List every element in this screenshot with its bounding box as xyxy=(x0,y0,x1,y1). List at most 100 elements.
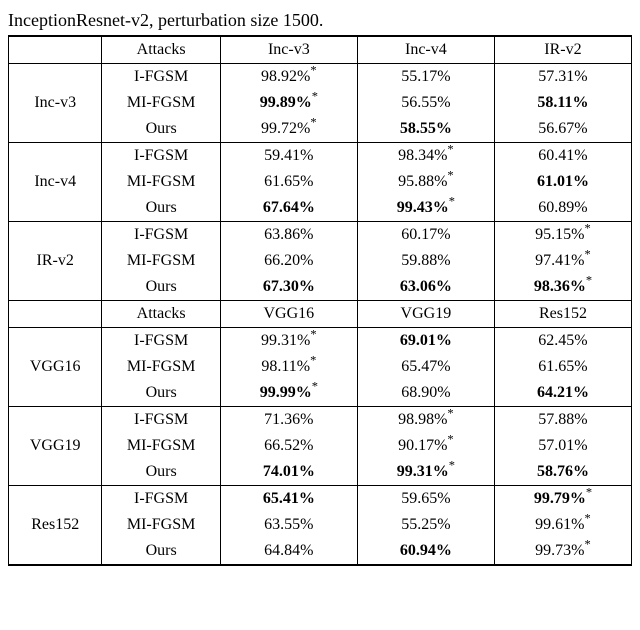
value-cell: 99.89%* xyxy=(220,90,357,116)
value-cell: 71.36% xyxy=(220,407,357,434)
model-label: VGG19 xyxy=(9,407,102,486)
value-cell: 66.52% xyxy=(220,433,357,459)
table-row: Ours67.30%63.06%98.36%* xyxy=(9,274,632,301)
table-row: MI-FGSM99.89%*56.55%58.11% xyxy=(9,90,632,116)
value-cell: 99.99%* xyxy=(220,380,357,407)
table-row: Res152I-FGSM65.41%59.65%99.79%* xyxy=(9,486,632,513)
header-col-1: VGG16 xyxy=(220,301,357,328)
value-cell: 57.01% xyxy=(494,433,631,459)
table-row: Ours99.72%*58.55%56.67% xyxy=(9,116,632,143)
table-row: Inc-v3I-FGSM98.92%*55.17%57.31% xyxy=(9,64,632,91)
value-cell: 63.55% xyxy=(220,512,357,538)
value-cell: 68.90% xyxy=(357,380,494,407)
header-col-2: VGG19 xyxy=(357,301,494,328)
table-row: Inc-v4I-FGSM59.41%98.34%*60.41% xyxy=(9,143,632,170)
table-row: MI-FGSM98.11%*65.47%61.65% xyxy=(9,354,632,380)
value-cell: 67.30% xyxy=(220,274,357,301)
header-col-3: Res152 xyxy=(494,301,631,328)
value-cell: 69.01% xyxy=(357,328,494,355)
value-cell: 55.17% xyxy=(357,64,494,91)
value-cell: 56.55% xyxy=(357,90,494,116)
value-cell: 62.45% xyxy=(494,328,631,355)
attack-label: MI-FGSM xyxy=(102,512,220,538)
attack-label: MI-FGSM xyxy=(102,169,220,195)
value-cell: 99.31%* xyxy=(220,328,357,355)
model-label: Inc-v3 xyxy=(9,64,102,143)
attack-label: Ours xyxy=(102,459,220,486)
value-cell: 74.01% xyxy=(220,459,357,486)
table-row: Ours99.99%*68.90%64.21% xyxy=(9,380,632,407)
value-cell: 65.47% xyxy=(357,354,494,380)
model-label: Res152 xyxy=(9,486,102,566)
value-cell: 59.65% xyxy=(357,486,494,513)
value-cell: 55.25% xyxy=(357,512,494,538)
value-cell: 97.41%* xyxy=(494,248,631,274)
value-cell: 98.11%* xyxy=(220,354,357,380)
table-caption: InceptionResnet-v2, perturbation size 15… xyxy=(8,10,632,31)
attack-label: I-FGSM xyxy=(102,222,220,249)
attack-label: MI-FGSM xyxy=(102,354,220,380)
value-cell: 58.76% xyxy=(494,459,631,486)
model-label: IR-v2 xyxy=(9,222,102,301)
value-cell: 98.34%* xyxy=(357,143,494,170)
value-cell: 99.61%* xyxy=(494,512,631,538)
value-cell: 59.88% xyxy=(357,248,494,274)
value-cell: 56.67% xyxy=(494,116,631,143)
value-cell: 98.98%* xyxy=(357,407,494,434)
attack-label: I-FGSM xyxy=(102,64,220,91)
value-cell: 99.73%* xyxy=(494,538,631,565)
header-blank xyxy=(9,36,102,64)
header-col-1: Inc-v3 xyxy=(220,36,357,64)
value-cell: 95.15%* xyxy=(494,222,631,249)
header-attacks: Attacks xyxy=(102,301,220,328)
value-cell: 59.41% xyxy=(220,143,357,170)
value-cell: 60.17% xyxy=(357,222,494,249)
attack-label: Ours xyxy=(102,538,220,565)
attack-label: I-FGSM xyxy=(102,486,220,513)
table-row: MI-FGSM66.20%59.88%97.41%* xyxy=(9,248,632,274)
attack-label: Ours xyxy=(102,116,220,143)
table-row: Ours67.64%99.43%*60.89% xyxy=(9,195,632,222)
value-cell: 66.20% xyxy=(220,248,357,274)
value-cell: 61.65% xyxy=(220,169,357,195)
value-cell: 99.43%* xyxy=(357,195,494,222)
model-label: VGG16 xyxy=(9,328,102,407)
value-cell: 60.41% xyxy=(494,143,631,170)
value-cell: 57.31% xyxy=(494,64,631,91)
value-cell: 99.31%* xyxy=(357,459,494,486)
value-cell: 60.89% xyxy=(494,195,631,222)
header-blank xyxy=(9,301,102,328)
value-cell: 65.41% xyxy=(220,486,357,513)
value-cell: 99.72%* xyxy=(220,116,357,143)
value-cell: 63.86% xyxy=(220,222,357,249)
header-row: AttacksInc-v3Inc-v4IR-v2 xyxy=(9,36,632,64)
table-row: VGG16I-FGSM99.31%*69.01%62.45% xyxy=(9,328,632,355)
value-cell: 61.65% xyxy=(494,354,631,380)
header-col-3: IR-v2 xyxy=(494,36,631,64)
value-cell: 98.36%* xyxy=(494,274,631,301)
header-row: AttacksVGG16VGG19Res152 xyxy=(9,301,632,328)
table-row: Ours74.01%99.31%*58.76% xyxy=(9,459,632,486)
value-cell: 57.88% xyxy=(494,407,631,434)
value-cell: 67.64% xyxy=(220,195,357,222)
table-row: Ours64.84%60.94%99.73%* xyxy=(9,538,632,565)
value-cell: 64.21% xyxy=(494,380,631,407)
header-col-2: Inc-v4 xyxy=(357,36,494,64)
value-cell: 58.11% xyxy=(494,90,631,116)
attack-label: Ours xyxy=(102,274,220,301)
value-cell: 98.92%* xyxy=(220,64,357,91)
table-row: MI-FGSM66.52%90.17%*57.01% xyxy=(9,433,632,459)
attack-label: I-FGSM xyxy=(102,328,220,355)
value-cell: 99.79%* xyxy=(494,486,631,513)
value-cell: 58.55% xyxy=(357,116,494,143)
model-label: Inc-v4 xyxy=(9,143,102,222)
value-cell: 61.01% xyxy=(494,169,631,195)
header-attacks: Attacks xyxy=(102,36,220,64)
attack-label: MI-FGSM xyxy=(102,90,220,116)
attack-label: I-FGSM xyxy=(102,407,220,434)
value-cell: 64.84% xyxy=(220,538,357,565)
results-table: AttacksInc-v3Inc-v4IR-v2Inc-v3I-FGSM98.9… xyxy=(8,35,632,566)
attack-label: MI-FGSM xyxy=(102,248,220,274)
value-cell: 90.17%* xyxy=(357,433,494,459)
table-row: VGG19I-FGSM71.36%98.98%*57.88% xyxy=(9,407,632,434)
